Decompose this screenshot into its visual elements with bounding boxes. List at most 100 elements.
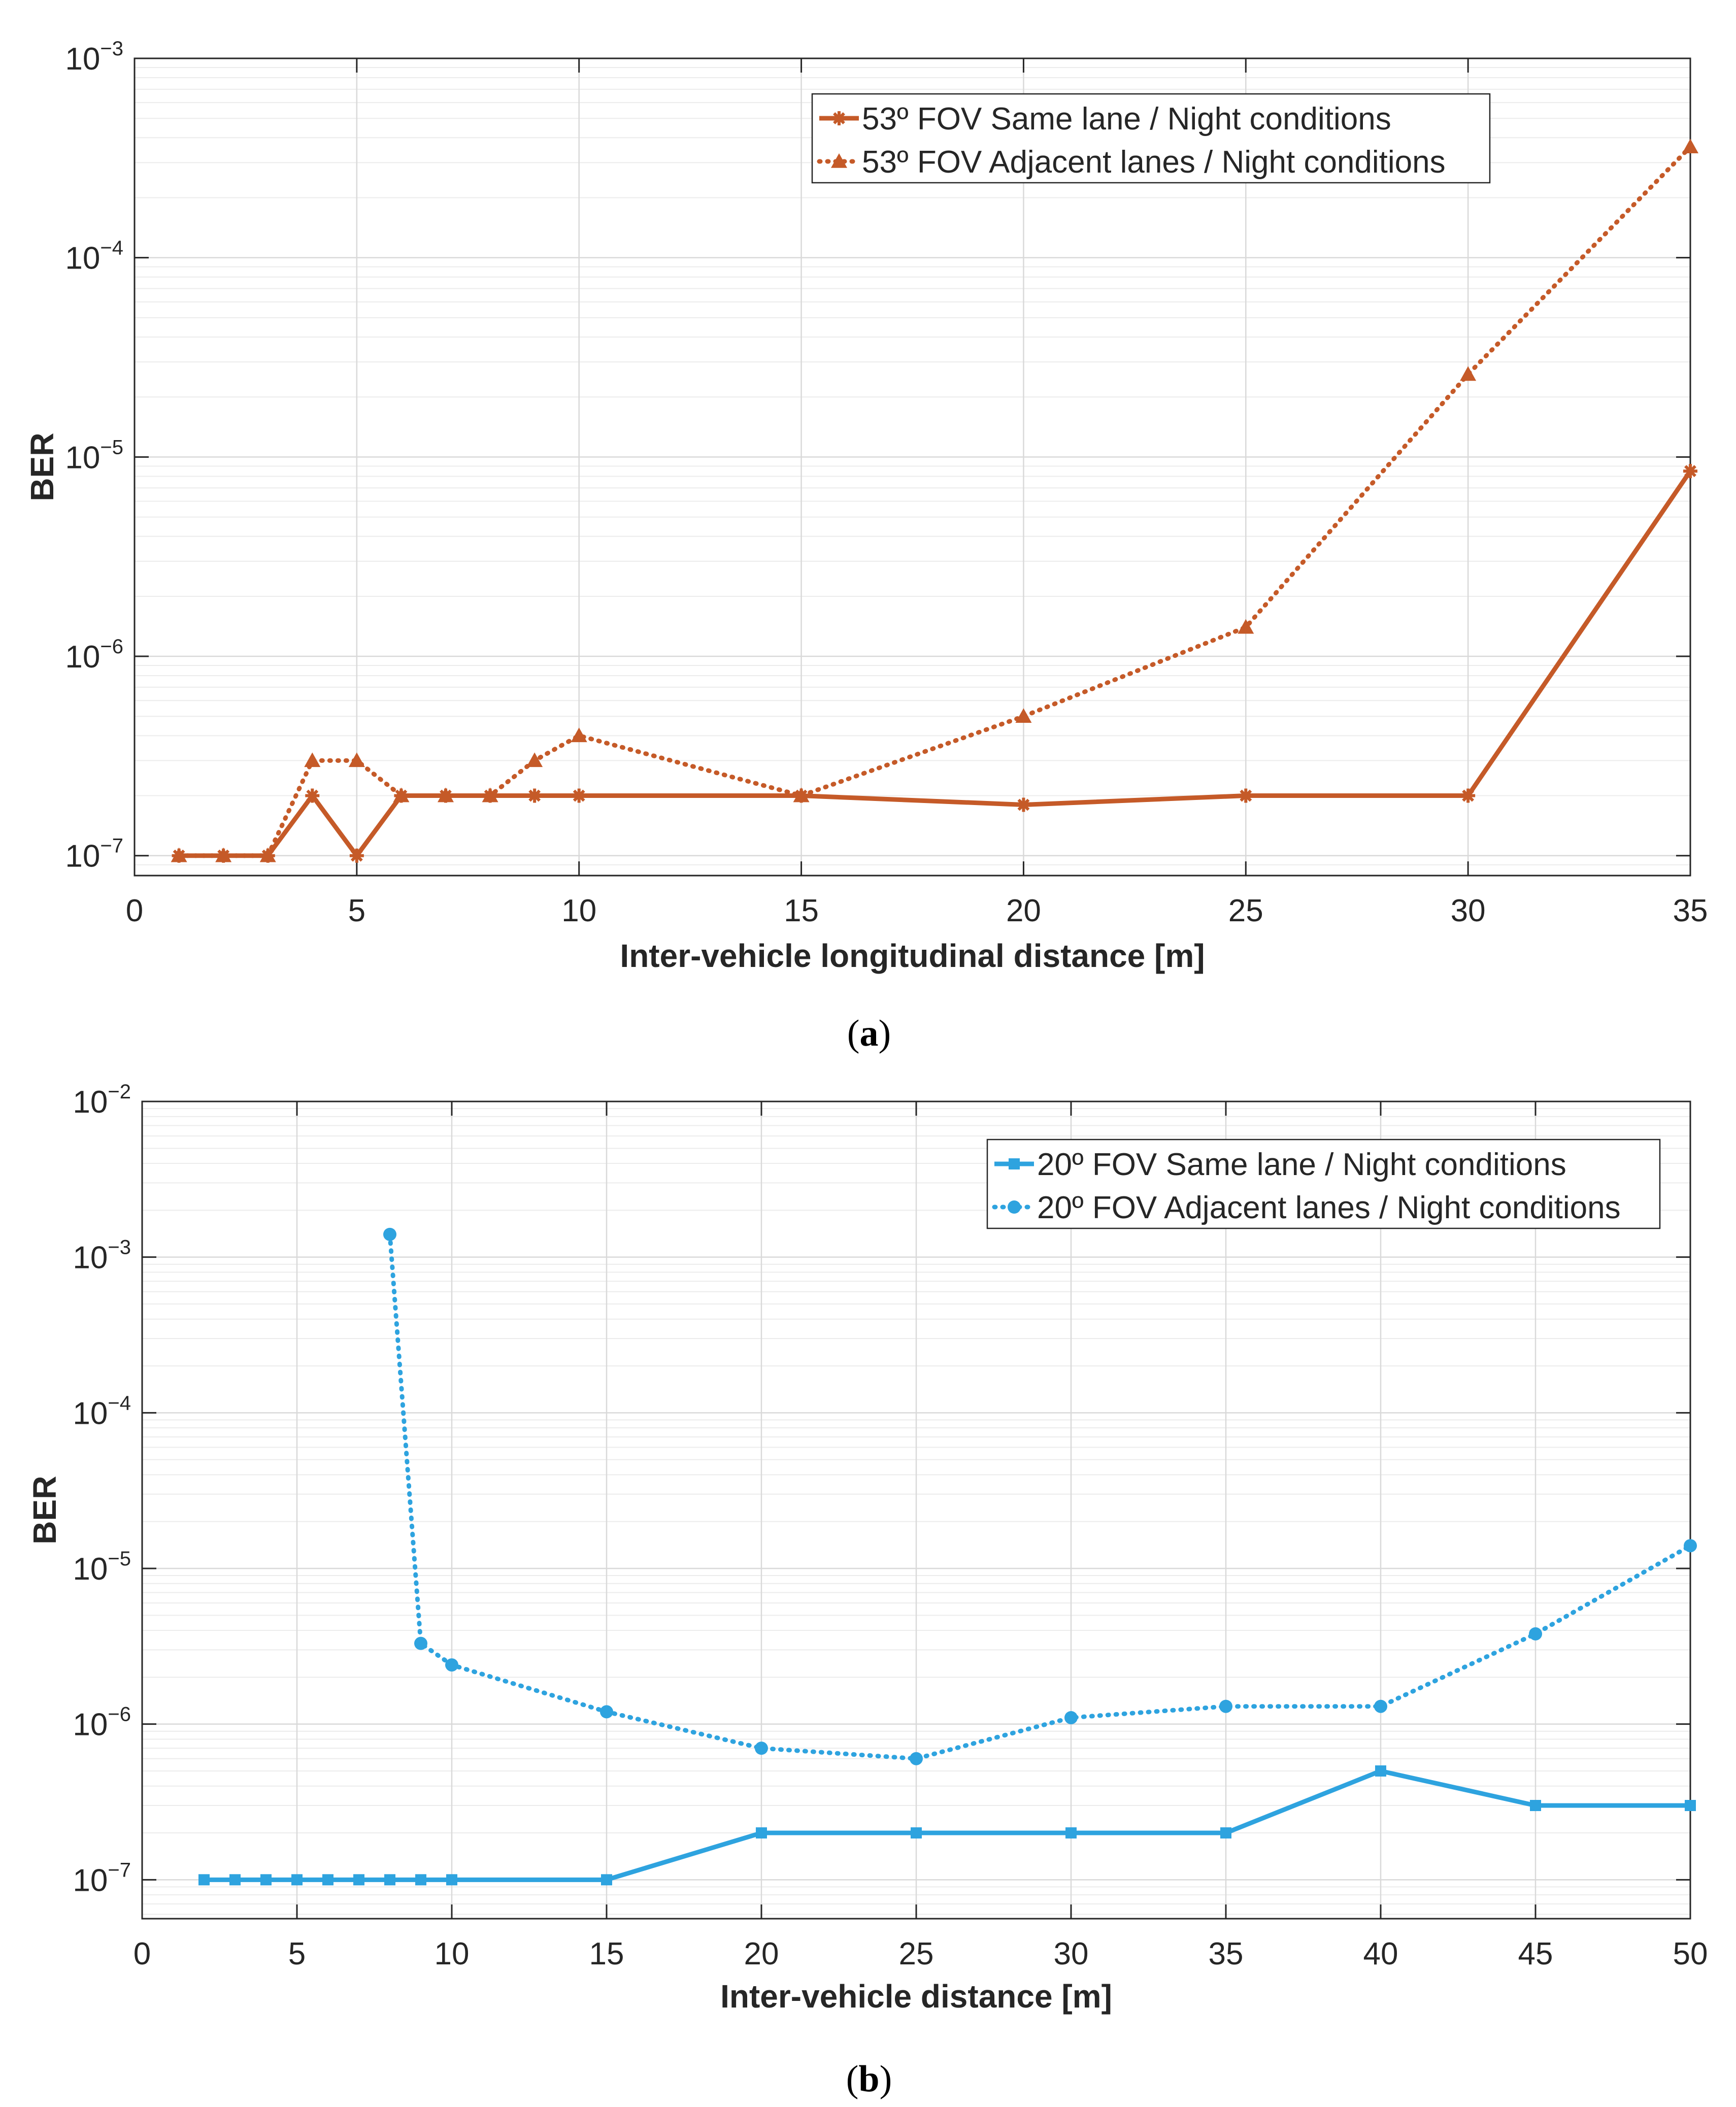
data-point <box>526 752 543 767</box>
data-point <box>1684 1539 1697 1553</box>
data-point <box>1015 708 1032 723</box>
data-point <box>1375 1765 1386 1777</box>
data-point <box>1529 1627 1542 1641</box>
data-point <box>260 1874 272 1886</box>
data-point <box>756 1827 767 1839</box>
y-axis-label: BER <box>26 1476 63 1544</box>
x-axis-label: Inter-vehicle distance [m] <box>720 1978 1112 2015</box>
data-point <box>445 1658 458 1672</box>
y-tick-label: 10−2 <box>73 1081 131 1120</box>
legend-marker <box>832 111 846 125</box>
data-point <box>1683 464 1697 479</box>
x-tick-label: 30 <box>1451 893 1486 928</box>
legend-marker <box>831 153 847 168</box>
x-tick-label: 45 <box>1518 1936 1553 1971</box>
y-axis-label: BER <box>24 432 60 501</box>
data-point <box>291 1874 303 1886</box>
series-solid <box>198 1765 1696 1886</box>
legend: 20º FOV Same lane / Night conditions 20º … <box>986 1139 1661 1229</box>
grid <box>141 1100 1691 1919</box>
x-tick-label: 0 <box>126 893 143 928</box>
legend-label: 20º FOV Adjacent lanes / Night condition… <box>1037 1190 1621 1225</box>
data-point <box>259 847 276 862</box>
data-point <box>349 848 364 863</box>
y-tick-label: 10−5 <box>65 436 123 475</box>
legend-label: 20º FOV Same lane / Night conditions <box>1037 1147 1566 1182</box>
data-point <box>438 787 454 802</box>
data-point <box>1685 1800 1696 1812</box>
data-point <box>1460 366 1477 381</box>
data-point <box>1530 1800 1541 1812</box>
legend-label: 53º FOV Same lane / Night conditions <box>862 102 1391 137</box>
y-tick-label: 10−7 <box>73 1859 131 1898</box>
data-point <box>1219 1699 1232 1713</box>
data-point <box>1065 1827 1077 1839</box>
data-point <box>198 1874 210 1886</box>
data-point <box>415 1874 426 1886</box>
panel-label: (b) <box>846 2058 892 2100</box>
y-tick-label: 10−3 <box>65 38 123 77</box>
plot-area <box>135 58 1690 876</box>
x-tick-label: 35 <box>1209 1936 1244 1971</box>
x-axis-label: Inter-vehicle longitudinal distance [m] <box>620 938 1205 974</box>
x-tick-label: 50 <box>1673 1936 1708 1971</box>
data-point <box>755 1742 768 1755</box>
data-point <box>304 752 321 767</box>
data-point <box>215 847 232 862</box>
data-point <box>1016 797 1031 812</box>
legend-box <box>811 93 1491 184</box>
data-point <box>571 727 587 743</box>
data-point <box>1374 1699 1387 1713</box>
y-tick-label: 10−5 <box>73 1548 131 1587</box>
data-point <box>1238 619 1254 634</box>
x-tick-label: 15 <box>784 893 819 928</box>
x-tick-label: 5 <box>288 1936 306 1971</box>
data-point <box>305 788 320 803</box>
legend-box <box>986 1139 1661 1229</box>
y-tick-label: 10−4 <box>73 1392 131 1431</box>
y-tick-label: 10−4 <box>65 237 123 276</box>
data-point <box>1064 1711 1078 1724</box>
data-point <box>171 847 187 862</box>
data-point <box>1239 788 1253 803</box>
data-point <box>1682 139 1698 154</box>
x-tick-label: 30 <box>1054 1936 1089 1971</box>
data-point <box>1220 1827 1231 1839</box>
data-point <box>446 1874 457 1886</box>
x-tick-label: 10 <box>435 1936 470 1971</box>
x-tick-label: 20 <box>744 1936 779 1971</box>
chart-panel-b: 0 5 10 15 20 25 30 35 40 45 50 10−7 10−6 10−5 10−4 10−3… <box>26 1081 1708 2100</box>
legend-marker <box>1009 1158 1020 1169</box>
data-point <box>572 788 586 803</box>
legend: 53º FOV Same lane / Night conditions 53º … <box>811 93 1491 184</box>
chart-panel-a: 0 5 10 15 20 25 30 35 10−7 10−6 10−5 10−4 10−3 53º FO… <box>24 38 1708 1054</box>
series-dotted <box>171 139 1698 862</box>
series-dotted <box>383 1227 1697 1765</box>
y-tick-label: 10−7 <box>65 835 123 874</box>
x-tick-label: 10 <box>561 893 596 928</box>
data-point <box>383 1227 396 1241</box>
data-point <box>393 787 410 802</box>
data-point <box>601 1874 612 1886</box>
data-point <box>348 752 365 767</box>
panel-label: (a) <box>847 1013 891 1054</box>
grid <box>133 57 1691 876</box>
data-point <box>384 1874 395 1886</box>
data-point <box>353 1874 364 1886</box>
data-point <box>1461 788 1476 803</box>
x-tick-label: 40 <box>1363 1936 1398 1971</box>
x-tick-label: 25 <box>1228 893 1263 928</box>
data-point <box>911 1827 922 1839</box>
x-tick-label: 5 <box>348 893 365 928</box>
x-tick-label: 25 <box>899 1936 934 1971</box>
data-point <box>414 1636 427 1650</box>
y-tick-label: 10−6 <box>73 1703 131 1743</box>
x-tick-label: 20 <box>1006 893 1041 928</box>
y-tick-label: 10−3 <box>73 1236 131 1276</box>
data-point <box>527 788 542 803</box>
data-point <box>910 1752 923 1765</box>
x-tick-label: 35 <box>1673 893 1708 928</box>
x-tick-label: 0 <box>133 1936 151 1971</box>
data-point <box>793 787 810 802</box>
